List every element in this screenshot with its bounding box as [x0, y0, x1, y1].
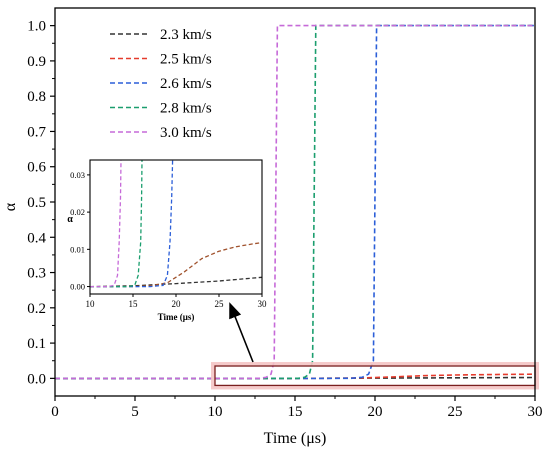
y-tick-label: 0.6 [27, 160, 46, 176]
highlight-box-glow [211, 362, 539, 390]
inset-series-line-2-6-km-s [90, 160, 174, 288]
x-tick-label: 0 [51, 404, 59, 420]
legend-label: 2.3 km/s [160, 27, 212, 43]
y-tick-label: 0.7 [27, 124, 46, 140]
y-tick-label: 1.0 [27, 19, 46, 35]
x-axis-label: Time (μs) [264, 430, 327, 447]
legend-label: 3.0 km/s [160, 125, 212, 141]
legend-label: 2.8 km/s [160, 101, 212, 117]
inset-y-tick-label: 0.00 [70, 282, 85, 292]
inset-series-line-2-8-km-s [90, 160, 143, 288]
inset-x-tick-label: 25 [215, 299, 225, 309]
legend-label: 2.5 km/s [160, 52, 212, 68]
y-tick-label: 0.0 [27, 371, 46, 387]
inset-x-tick-label: 15 [129, 299, 139, 309]
y-tick-label: 0.4 [27, 230, 46, 246]
y-axis-label: α [2, 202, 19, 211]
series-line-2-5-km-s [55, 373, 536, 380]
x-tick-label: 15 [288, 404, 303, 420]
x-tick-label: 30 [528, 404, 543, 420]
x-tick-label: 25 [448, 404, 463, 420]
inset-series-group [90, 160, 262, 288]
inset-y-tick-label: 0.03 [70, 170, 85, 180]
legend-label: 2.6 km/s [160, 76, 212, 92]
legend: 2.3 km/s 2.5 km/s 2.6 km/s 2.8 km/s 3.0 km/s [110, 27, 212, 141]
x-tick-label: 5 [131, 404, 139, 420]
inset-y-tick-label: 0.01 [70, 244, 85, 254]
inset-x-tick-label: 20 [172, 299, 182, 309]
y-tick-label: 0.1 [27, 336, 46, 352]
inset-pointer-arrow [229, 302, 254, 363]
y-tick-label: 0.5 [27, 195, 46, 211]
y-tick-label: 0.8 [27, 89, 46, 105]
inset-series-line-2-5-km-s [90, 241, 262, 288]
y-tick-label: 0.2 [27, 301, 46, 317]
inset-x-tick-label: 30 [258, 299, 268, 309]
inset-series-line-3-0-km-s [90, 160, 122, 288]
x-tick-label: 20 [368, 404, 383, 420]
main-plot: 0 5 10 15 20 25 30 0.0 0.1 0.2 0.3 0.4 0.5 0.6 0.7 0.8 0… [2, 7, 543, 447]
inset-y-tick-label: 0.02 [70, 207, 85, 217]
inset-y-axis-label: α [67, 214, 73, 225]
y-tick-label: 0.3 [27, 266, 46, 282]
y-tick-label: 0.9 [27, 54, 46, 70]
x-tick-label: 10 [208, 404, 223, 420]
inset-x-tick-label: 10 [86, 299, 96, 309]
inset-plot: 10 15 20 25 30 0.00 0.01 0.02 0.03 Time (μs) α [67, 156, 268, 363]
series-line-3-0-km-s [55, 24, 535, 380]
inset-x-axis-label: Time (μs) [158, 312, 195, 322]
